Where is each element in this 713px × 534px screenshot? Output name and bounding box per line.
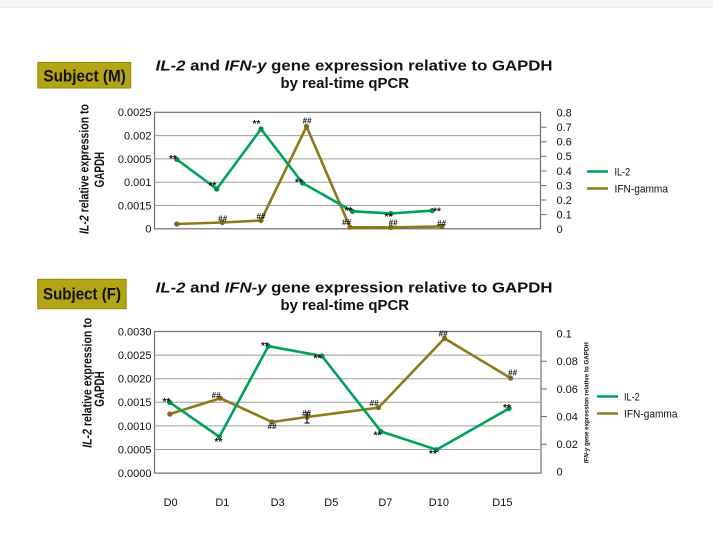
svg-text:0.0025: 0.0025 bbox=[118, 107, 152, 119]
svg-text:D1: D1 bbox=[215, 497, 229, 509]
svg-text:0.0020: 0.0020 bbox=[118, 374, 152, 386]
svg-text:##: ## bbox=[302, 409, 311, 418]
svg-text:0.8: 0.8 bbox=[557, 108, 572, 120]
svg-text:D5: D5 bbox=[324, 497, 338, 509]
svg-text:0.2: 0.2 bbox=[557, 195, 572, 207]
svg-text:**: ** bbox=[429, 449, 438, 460]
svg-text:0.3: 0.3 bbox=[557, 180, 572, 192]
svg-text:**: ** bbox=[384, 212, 393, 223]
svg-text:##: ## bbox=[268, 422, 277, 431]
svg-text:0: 0 bbox=[145, 224, 151, 236]
svg-text:D3: D3 bbox=[271, 497, 285, 509]
svg-text:**: ** bbox=[252, 119, 261, 130]
svg-text:**: ** bbox=[261, 341, 270, 352]
svg-text:0.1: 0.1 bbox=[557, 210, 572, 222]
svg-text:0.06: 0.06 bbox=[557, 384, 578, 396]
svg-text:IL-2: IL-2 bbox=[624, 391, 640, 403]
svg-text:**: ** bbox=[373, 431, 382, 442]
svg-text:0.0005: 0.0005 bbox=[118, 444, 152, 456]
svg-text:0.08: 0.08 bbox=[557, 356, 578, 368]
svg-text:**: ** bbox=[433, 207, 442, 218]
svg-text:0.6: 0.6 bbox=[557, 137, 572, 149]
svg-text:0.04: 0.04 bbox=[557, 411, 578, 423]
svg-text:D0: D0 bbox=[164, 497, 178, 509]
svg-text:by real-time qPCR: by real-time qPCR bbox=[281, 76, 410, 92]
svg-text:**: ** bbox=[295, 178, 304, 189]
svg-text:0.7: 0.7 bbox=[557, 122, 572, 134]
svg-text:0.002: 0.002 bbox=[124, 131, 152, 143]
svg-text:##: ## bbox=[439, 330, 448, 339]
svg-text:##: ## bbox=[303, 116, 312, 125]
svg-text:0.0015: 0.0015 bbox=[118, 200, 152, 212]
svg-text:IL-2 relative expression to: IL-2 relative expression to bbox=[81, 318, 95, 448]
svg-text:##: ## bbox=[212, 391, 221, 400]
svg-text:**: ** bbox=[169, 154, 178, 165]
svg-text:Subject (M): Subject (M) bbox=[43, 66, 125, 85]
svg-text:D7: D7 bbox=[378, 497, 392, 509]
svg-text:D15: D15 bbox=[492, 497, 512, 509]
svg-text:**: ** bbox=[313, 354, 322, 365]
svg-text:IFN-gamma: IFN-gamma bbox=[615, 183, 669, 195]
svg-text:**: ** bbox=[208, 181, 217, 192]
svg-text:**: ** bbox=[503, 403, 512, 414]
svg-text:0.0025: 0.0025 bbox=[118, 350, 152, 362]
svg-text:##: ## bbox=[218, 214, 227, 223]
svg-text:0.02: 0.02 bbox=[557, 439, 578, 451]
svg-text:0.4: 0.4 bbox=[557, 166, 572, 178]
svg-text:IL-2 and IFN-y gene expression: IL-2 and IFN-y gene expression relative … bbox=[156, 281, 553, 297]
svg-text:IFN-y gene expression relative: IFN-y gene expression relative to GAPDH bbox=[584, 342, 591, 463]
svg-text:IL-2: IL-2 bbox=[615, 166, 631, 178]
svg-text:0.0015: 0.0015 bbox=[118, 397, 152, 409]
svg-text:GAPDH: GAPDH bbox=[91, 371, 107, 407]
svg-text:##: ## bbox=[256, 212, 265, 221]
svg-text:##: ## bbox=[508, 368, 517, 377]
svg-text:IL-2 relative expression to: IL-2 relative expression to bbox=[77, 104, 91, 234]
svg-text:D10: D10 bbox=[429, 497, 449, 509]
svg-text:IFN-gamma: IFN-gamma bbox=[624, 408, 678, 420]
svg-text:**: ** bbox=[162, 397, 171, 408]
svg-text:0: 0 bbox=[557, 467, 563, 479]
svg-text:by real-time qPCR: by real-time qPCR bbox=[281, 298, 410, 314]
svg-text:Subject (F): Subject (F) bbox=[43, 285, 121, 304]
svg-text:##: ## bbox=[389, 218, 398, 227]
svg-text:0: 0 bbox=[557, 224, 563, 236]
svg-text:0.0005: 0.0005 bbox=[118, 154, 152, 166]
svg-text:0.001: 0.001 bbox=[124, 177, 152, 189]
svg-text:IL-2 and IFN-y gene expression: IL-2 and IFN-y gene expression relative … bbox=[156, 59, 553, 75]
svg-text:##: ## bbox=[370, 399, 379, 408]
svg-text:0.0000: 0.0000 bbox=[118, 468, 152, 480]
svg-text:GAPDH: GAPDH bbox=[91, 152, 107, 188]
svg-text:0.5: 0.5 bbox=[557, 151, 572, 163]
svg-text:**: ** bbox=[344, 206, 353, 217]
svg-text:**: ** bbox=[214, 437, 223, 448]
svg-text:##: ## bbox=[342, 218, 351, 227]
svg-text:0.1: 0.1 bbox=[557, 329, 572, 341]
svg-text:##: ## bbox=[437, 219, 446, 228]
svg-text:0.0010: 0.0010 bbox=[118, 421, 152, 433]
svg-text:0.0030: 0.0030 bbox=[118, 326, 152, 338]
